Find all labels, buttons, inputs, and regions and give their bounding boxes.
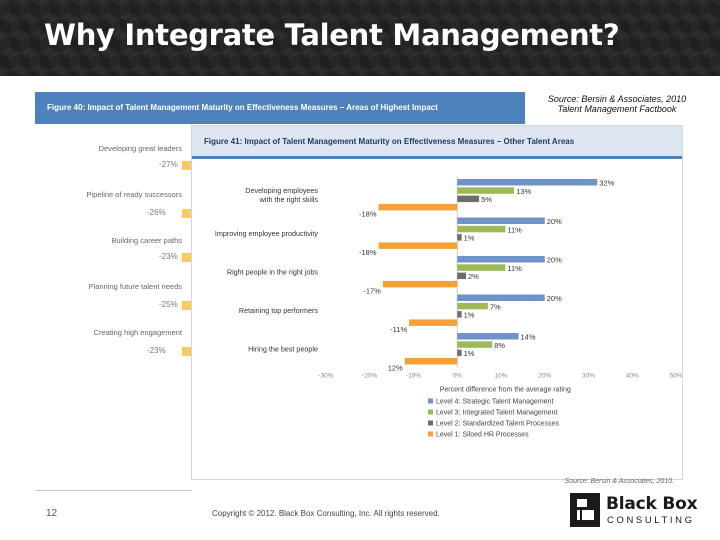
bar-level-3 xyxy=(457,302,488,310)
data-label: 20% xyxy=(547,217,562,226)
x-tick-label: -20% xyxy=(362,373,377,380)
bar-level-4 xyxy=(457,179,598,186)
bar-level-2 xyxy=(457,234,462,241)
legend-swatch xyxy=(428,431,433,437)
legend-swatch xyxy=(428,420,433,426)
figure-40-bar xyxy=(182,347,192,356)
figure-40-label: Pipeline of ready successors xyxy=(86,190,182,199)
figure-40: Figure 40: Impact of Talent Management M… xyxy=(35,92,525,491)
category-label: Right people in the right jobs xyxy=(227,268,319,277)
figure-40-value: -23% xyxy=(159,252,178,261)
x-tick-label: 50% xyxy=(669,373,682,380)
data-label: 14% xyxy=(521,333,536,342)
bar-level-1 xyxy=(404,357,458,365)
data-label: 5% xyxy=(481,195,492,204)
x-tick-label: 40% xyxy=(626,373,639,380)
figure-40-bar xyxy=(182,253,192,262)
data-label: -17% xyxy=(363,286,381,295)
data-label: 13% xyxy=(516,187,531,196)
bar-level-2 xyxy=(457,349,462,357)
black-box-logo: Black Box CONSULTING xyxy=(570,493,700,529)
bar-level-4 xyxy=(457,256,545,263)
title-bar: Why Integrate Talent Management? xyxy=(0,0,720,76)
data-label: -18% xyxy=(359,248,377,257)
bar-level-2 xyxy=(457,195,480,203)
bar-level-3 xyxy=(457,187,515,194)
data-label: -18% xyxy=(359,209,377,218)
category-label: Hiring the best people xyxy=(248,345,318,354)
bar-level-2 xyxy=(457,272,466,280)
legend-entry: Level 3: Integrated Talent Management xyxy=(436,410,557,417)
data-label: 11% xyxy=(507,264,522,273)
bar-level-4 xyxy=(457,333,519,340)
data-label: 7% xyxy=(490,302,501,311)
figure-40-label: Developing great leaders xyxy=(98,144,182,153)
copyright: Copyright © 2012. Black Box Consulting, … xyxy=(212,509,440,518)
bar-level-3 xyxy=(457,264,506,271)
figure-40-label: Creating high engagement xyxy=(93,328,182,337)
bar-level-2 xyxy=(457,311,462,318)
slide-title: Why Integrate Talent Management? xyxy=(44,18,620,52)
x-tick-label: 0% xyxy=(453,373,463,380)
figure-40-value: -26% xyxy=(147,208,166,217)
figure-40-value: -25% xyxy=(159,300,178,309)
logo-name: Black Box xyxy=(606,494,698,514)
data-label: 12% xyxy=(388,363,403,372)
legend-swatch xyxy=(428,409,433,415)
category-label: Developing employees xyxy=(245,186,318,195)
figure-40-bar xyxy=(182,161,192,170)
x-tick-label: -30% xyxy=(318,373,333,380)
figure-41-source: Source: Bersin & Associates, 2010. xyxy=(564,478,674,485)
figure-40-label: Building career paths xyxy=(111,236,182,245)
legend-swatch xyxy=(428,398,433,404)
logo-subtitle: CONSULTING xyxy=(607,515,695,526)
legend-entry: Level 1: Siloed HR Processes xyxy=(436,432,529,439)
bar-level-4 xyxy=(457,294,545,301)
figure-40-baseline xyxy=(35,490,192,491)
data-label: 1% xyxy=(464,234,475,243)
bar-level-3 xyxy=(457,341,493,348)
bar-level-1 xyxy=(409,319,458,326)
category-label: Retaining top performers xyxy=(239,306,319,315)
figure-40-value: -23% xyxy=(147,346,166,355)
bar-level-1 xyxy=(378,203,458,211)
x-tick-label: 10% xyxy=(494,373,507,380)
data-label: -11% xyxy=(390,325,407,334)
figure-40-chart: Developing great leaders -27% Pipeline of … xyxy=(35,124,192,491)
data-label: 11% xyxy=(507,225,522,234)
bar-level-3 xyxy=(457,225,506,233)
legend-entry: Level 2: Standardized Talent Processes xyxy=(436,421,559,428)
x-tick-label: -10% xyxy=(406,373,421,380)
figure-41-title: Figure 41: Impact of Talent Management M… xyxy=(192,126,682,159)
data-label: 32% xyxy=(599,179,614,188)
source-note-line1: Source: Bersin & Associates, 2010 xyxy=(547,94,687,104)
data-label: 2% xyxy=(468,272,479,281)
category-label: with the right skills xyxy=(259,195,319,204)
figure-40-bar xyxy=(182,209,192,218)
figure-41-chart: -30% -20% -10% 0% 10% 20% 30% 40% 50% Percent dif… xyxy=(215,177,682,439)
legend-entry: Level 4: Strategic Talent Management xyxy=(436,399,553,406)
figure-40-bar xyxy=(182,301,192,310)
data-label: 1% xyxy=(464,311,475,320)
bar-level-1 xyxy=(382,280,458,288)
data-label: 8% xyxy=(494,341,505,350)
category-label: Improving employee productivity xyxy=(215,229,318,238)
source-note: Source: Bersin & Associates, 2010 Talent… xyxy=(532,94,702,114)
x-tick-label: 20% xyxy=(538,373,551,380)
figure-40-title: Figure 40: Impact of Talent Management M… xyxy=(35,92,525,124)
bar-level-1 xyxy=(378,242,458,249)
logo-mark-icon xyxy=(570,493,600,527)
x-tick-label: 30% xyxy=(582,373,595,380)
data-label: 20% xyxy=(547,256,562,265)
data-label: 1% xyxy=(464,349,475,358)
figure-40-value: -27% xyxy=(159,160,178,169)
figure-40-label: Planning future talent needs xyxy=(88,282,182,291)
data-label: 20% xyxy=(547,294,562,303)
figure-41: -30% -20% -10% 0% 10% 20% 30% 40% 50% Percent dif… xyxy=(191,125,683,485)
bar-level-4 xyxy=(457,217,545,224)
source-note-line2: Talent Management Factbook xyxy=(557,104,677,114)
page-number: 12 xyxy=(46,508,58,519)
x-axis-label: Percent difference from the average rati… xyxy=(440,387,571,394)
